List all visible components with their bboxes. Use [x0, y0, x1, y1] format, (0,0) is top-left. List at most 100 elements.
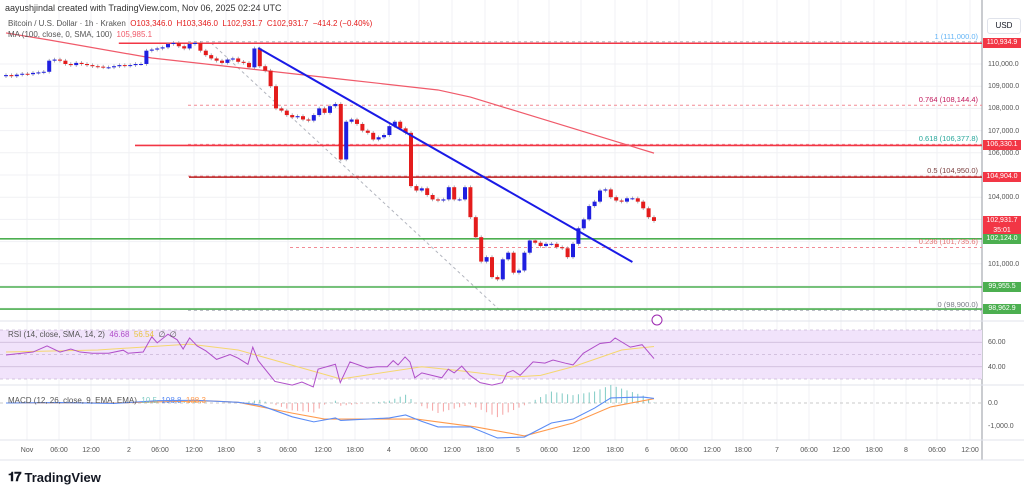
- candle-body: [635, 198, 640, 202]
- price-badge: 106,330.1: [983, 140, 1021, 151]
- candle-body: [279, 108, 284, 111]
- candle-body: [20, 73, 25, 75]
- time-axis-label: 18:00: [606, 447, 624, 454]
- candle-body: [306, 119, 311, 121]
- candle-body: [576, 228, 581, 244]
- candle-body: [473, 217, 478, 238]
- candle-body: [263, 66, 268, 71]
- candle-body: [247, 62, 251, 68]
- candle-body: [484, 257, 489, 262]
- candle-body: [533, 240, 538, 243]
- candle-body: [171, 42, 176, 45]
- time-axis-label: 12:00: [314, 447, 332, 454]
- rsi-legend[interactable]: RSI (14, close, SMA, 14, 2) 46.68 56.54 …: [8, 330, 177, 340]
- candle-body: [9, 75, 14, 77]
- candle-body: [522, 252, 527, 271]
- fib-level-label: 1 (111,000.0): [934, 31, 978, 41]
- candle-body: [360, 123, 365, 131]
- candle-body: [311, 115, 316, 121]
- ma-legend[interactable]: MA (100, close, 0, SMA, 100) 105,985.1: [8, 30, 152, 40]
- candle-body: [355, 119, 359, 124]
- candle-body: [166, 44, 170, 48]
- candle-body: [236, 58, 241, 62]
- rsi-line: [5, 333, 655, 388]
- candle-body: [198, 42, 203, 51]
- ma100-line: [5, 32, 655, 154]
- candle-body: [441, 199, 446, 201]
- candle-body: [90, 65, 95, 67]
- candle-body: [101, 66, 106, 68]
- price-axis-label: 107,000.0: [988, 127, 1020, 135]
- candle-body: [398, 121, 403, 129]
- currency-button[interactable]: USD: [987, 18, 1021, 34]
- candle-body: [95, 66, 100, 68]
- price-axis-label: 106,000.0: [988, 149, 1020, 157]
- rsi-value: 46.68: [109, 330, 130, 339]
- candle-body: [598, 190, 602, 202]
- candle-body: [554, 243, 559, 248]
- fib-level-label: 0.764 (108,144.4): [918, 95, 978, 105]
- descending-trendline[interactable]: [257, 47, 633, 263]
- time-axis-label: 18:00: [346, 447, 364, 454]
- candle-body: [68, 64, 73, 66]
- candle-body: [301, 116, 305, 120]
- candle-body: [495, 277, 500, 280]
- macd-signal-value: 188.3: [185, 396, 206, 405]
- candle-body: [338, 103, 343, 160]
- price-axis-label: 108,000.0: [988, 105, 1020, 113]
- time-axis-label: 06:00: [928, 447, 946, 454]
- fib-level-label: 0.236 (101,735.6): [918, 237, 978, 247]
- candle-body: [203, 50, 208, 56]
- candle-body: [14, 74, 19, 77]
- alert-circle-icon[interactable]: [651, 314, 663, 326]
- candle-body: [274, 86, 278, 109]
- candle-body: [425, 188, 430, 195]
- price-axis-label: 104,000.0: [988, 194, 1020, 202]
- candle-body: [457, 199, 462, 201]
- candle-body: [214, 58, 219, 61]
- candle-body: [328, 106, 332, 113]
- candle-body: [25, 73, 30, 75]
- candle-body: [139, 64, 143, 65]
- candle-body: [133, 64, 138, 66]
- candle-body: [58, 59, 62, 61]
- time-axis-label: 12:00: [572, 447, 590, 454]
- price-axis-label: 110,000.0: [988, 61, 1019, 68]
- symbol-name[interactable]: Bitcoin / U.S. Dollar · 1h · Kraken: [8, 19, 126, 28]
- candle-body: [371, 132, 376, 140]
- candle-body: [349, 119, 354, 122]
- candle-body: [284, 110, 289, 116]
- candle-body: [587, 206, 592, 220]
- tradingview-logo-icon: 𝟏𝟕: [8, 469, 22, 484]
- tradingview-logo[interactable]: 𝟏𝟕 TradingView: [8, 469, 101, 485]
- rsi-extra-1: ∅: [158, 330, 166, 339]
- time-axis-label: 12:00: [961, 447, 979, 454]
- candle-body: [527, 240, 532, 253]
- candle-body: [155, 48, 160, 50]
- candle-body: [452, 187, 457, 200]
- candle-body: [581, 219, 586, 229]
- macd-legend[interactable]: MACD (12, 26, close, 9, EMA, EMA) 10.5 1…: [8, 396, 206, 406]
- time-axis-label: 06:00: [540, 447, 558, 454]
- time-axis-label: 18:00: [217, 447, 235, 454]
- candle-body: [257, 48, 262, 67]
- time-axis-label: 06:00: [410, 447, 428, 454]
- macd-value: 198.8: [161, 396, 182, 405]
- time-axis-label: 6: [645, 447, 649, 454]
- candle-body: [614, 197, 619, 201]
- time-axis-label: 18:00: [865, 447, 883, 454]
- candle-body: [160, 47, 165, 49]
- candle-body: [52, 59, 57, 61]
- candle-body: [241, 61, 246, 63]
- candle-body: [252, 48, 257, 68]
- time-axis-label: 12:00: [185, 447, 203, 454]
- time-axis-label: 06:00: [800, 447, 818, 454]
- candle-body: [392, 121, 397, 127]
- candle-body: [117, 65, 122, 67]
- candle-body: [106, 67, 111, 69]
- candle-body: [149, 49, 154, 51]
- candle-body: [560, 247, 565, 249]
- candle-body: [365, 130, 370, 133]
- price-axis-label: 109,000.0: [988, 83, 1020, 91]
